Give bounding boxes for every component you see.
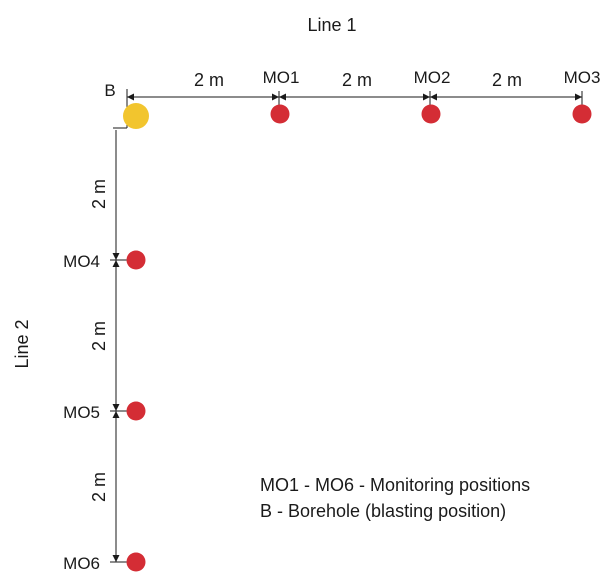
mo4-marker — [126, 250, 146, 270]
mo6-label: MO6 — [63, 554, 100, 573]
spacing-label-mo5-mo6: 2 m — [89, 472, 109, 502]
mo1-marker — [270, 104, 290, 124]
mo4-label: MO4 — [63, 252, 100, 271]
spacing-label-mo4-mo5: 2 m — [89, 321, 109, 351]
line1-title: Line 1 — [307, 15, 356, 35]
mo1-label: MO1 — [263, 68, 300, 87]
spacing-label-b-mo1: 2 m — [194, 70, 224, 90]
mo6-marker — [126, 552, 146, 572]
mo3-label: MO3 — [564, 68, 601, 87]
mo2-marker — [421, 104, 441, 124]
line2-title: Line 2 — [12, 319, 32, 368]
borehole-marker — [123, 103, 149, 129]
spacing-label-mo2-mo3: 2 m — [492, 70, 522, 90]
mo5-label: MO5 — [63, 403, 100, 422]
borehole-label: B — [104, 81, 115, 100]
legend-borehole: B - Borehole (blasting position) — [260, 501, 506, 521]
spacing-label-b-mo4: 2 m — [89, 179, 109, 209]
mo5-marker — [126, 401, 146, 421]
mo2-label: MO2 — [414, 68, 451, 87]
legend-monitoring: MO1 - MO6 - Monitoring positions — [260, 475, 530, 495]
spacing-label-mo1-mo2: 2 m — [342, 70, 372, 90]
mo3-marker — [572, 104, 592, 124]
